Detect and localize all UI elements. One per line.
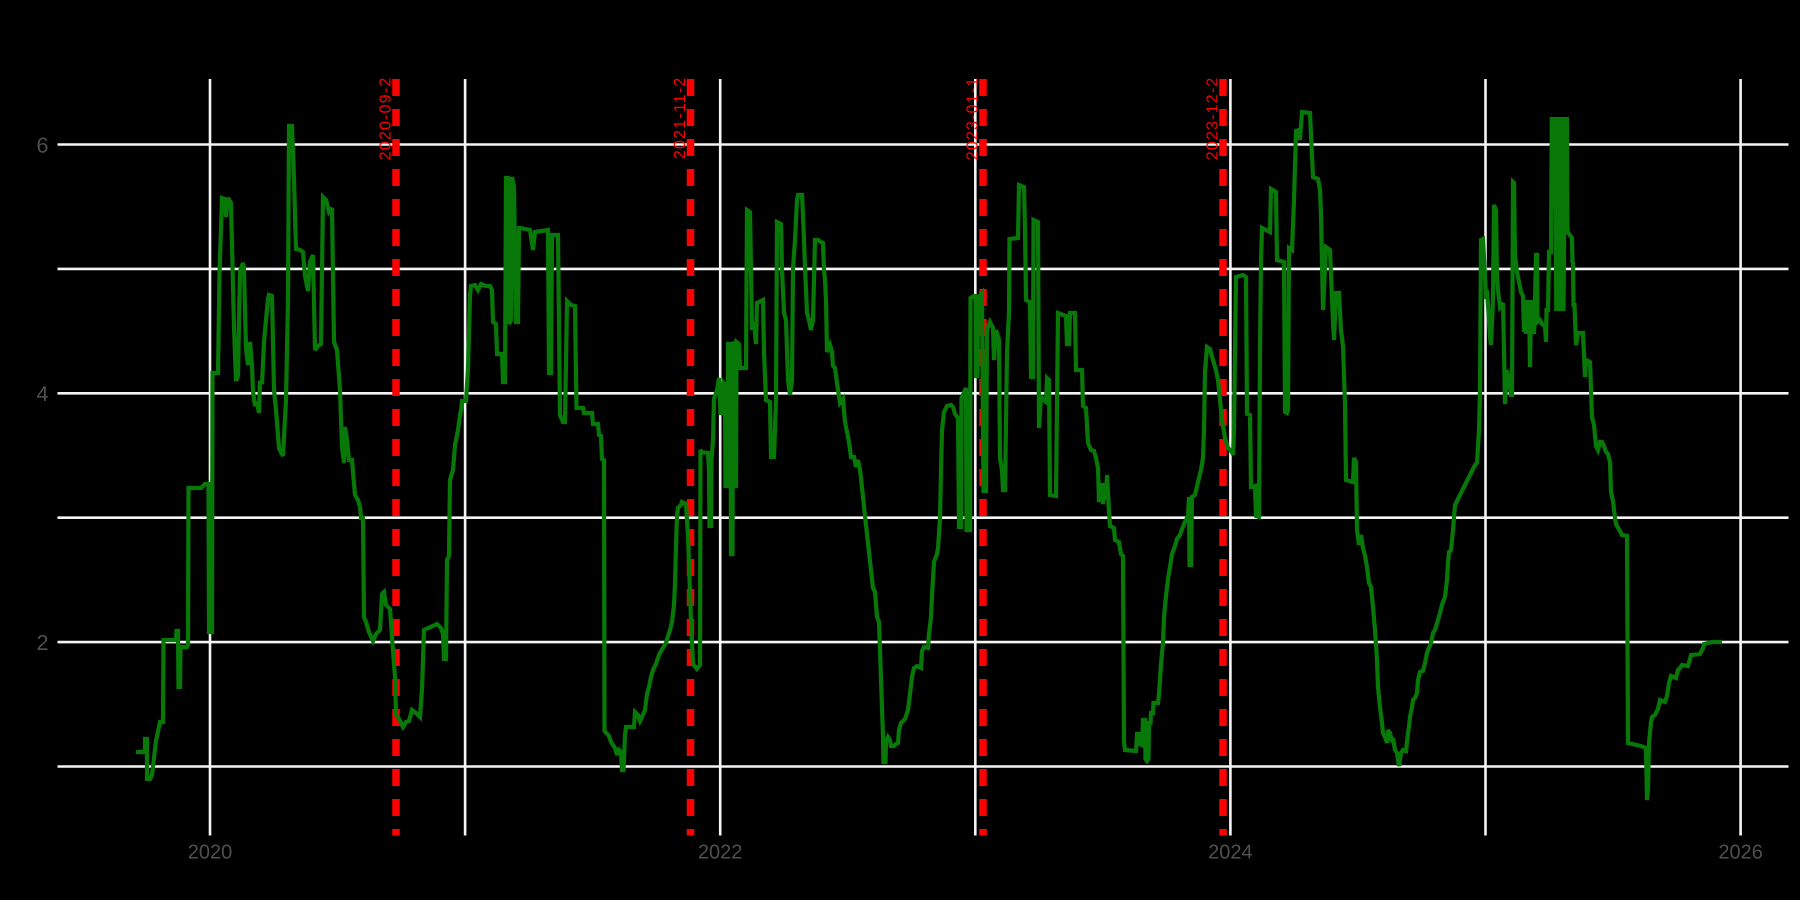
svg-text:2026: 2026 — [1718, 842, 1763, 864]
svg-text:2020-09-2: 2020-09-2 — [378, 77, 395, 161]
svg-text:2021-11-2: 2021-11-2 — [672, 77, 689, 160]
svg-text:2023-01-1: 2023-01-1 — [965, 77, 982, 161]
svg-text:4: 4 — [37, 382, 49, 406]
svg-text:2024: 2024 — [1208, 842, 1253, 864]
svg-text:2: 2 — [37, 631, 49, 655]
svg-text:2020: 2020 — [188, 842, 233, 864]
svg-text:6: 6 — [37, 133, 49, 157]
svg-text:2022: 2022 — [698, 842, 743, 864]
svg-text:2023-12-2: 2023-12-2 — [1205, 77, 1222, 161]
